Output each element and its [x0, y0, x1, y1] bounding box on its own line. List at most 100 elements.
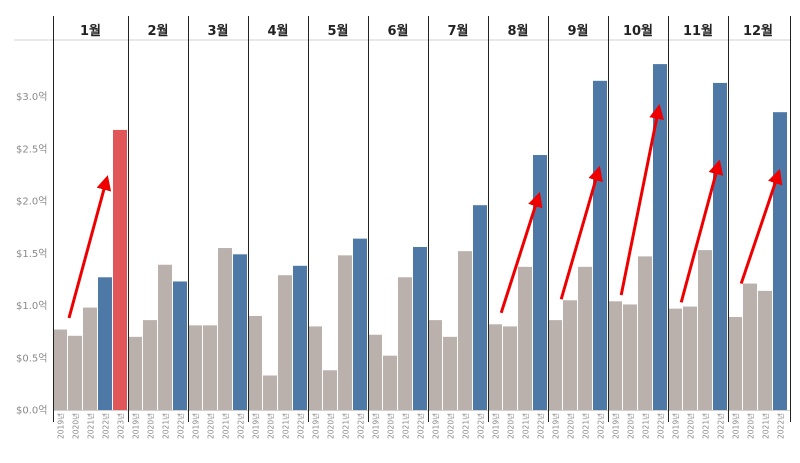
- year-tick-label: 2021년: [161, 413, 171, 439]
- bar-2019년: [488, 324, 502, 410]
- bar-2021년: [758, 290, 772, 410]
- year-tick-label: 2019년: [671, 413, 681, 439]
- bar-2019년: [128, 336, 142, 410]
- bar-2019년: [308, 326, 322, 410]
- year-tick-label: 2019년: [131, 413, 141, 439]
- year-tick-label: 2020년: [626, 413, 636, 439]
- year-tick-label: 2020년: [506, 413, 516, 439]
- year-tick-label: 2022년: [296, 413, 306, 439]
- bar-2021년: [278, 275, 292, 410]
- y-tick-label: $3.0억: [16, 91, 47, 103]
- month-label: 2월: [147, 23, 168, 39]
- bar-2020년: [563, 300, 577, 410]
- bar-2021년: [83, 307, 97, 410]
- bar-2021년: [398, 277, 412, 410]
- bar-2021년: [698, 250, 712, 410]
- year-tick-label: 2022년: [101, 413, 111, 439]
- trend-arrow: [499, 191, 543, 314]
- bar-2020년: [143, 320, 157, 410]
- bar-2021년: [638, 256, 652, 410]
- year-tick-label: 2022년: [656, 413, 666, 439]
- year-tick-label: 2022년: [776, 413, 786, 439]
- bar-2019년: [53, 329, 67, 410]
- bar-2019년: [608, 301, 622, 410]
- year-tick-label: 2020년: [71, 413, 81, 439]
- year-tick-label: 2022년: [476, 413, 486, 439]
- year-tick-label: 2020년: [746, 413, 756, 439]
- trend-arrow: [739, 168, 783, 285]
- bar-2022년: [293, 265, 307, 410]
- y-tick-label: $0.5억: [16, 352, 47, 364]
- bar-2021년: [158, 264, 172, 410]
- year-tick-label: 2020년: [686, 413, 696, 439]
- bar-2019년: [548, 320, 562, 410]
- bar-2020년: [743, 283, 757, 410]
- month-label: 8월: [507, 23, 528, 39]
- year-tick-label: 2021년: [521, 413, 531, 439]
- year-tick-label: 2020년: [386, 413, 396, 439]
- year-tick-label: 2020년: [206, 413, 216, 439]
- bar-2019년: [668, 308, 682, 410]
- y-tick-label: $2.5억: [16, 143, 47, 155]
- year-tick-label: 2023년: [116, 413, 126, 439]
- bar-2019년: [368, 334, 382, 410]
- year-tick-label: 2019년: [56, 413, 66, 439]
- month-label: 11월: [683, 23, 713, 39]
- bar-2020년: [203, 325, 217, 410]
- year-tick-label: 2019년: [611, 413, 621, 439]
- year-tick-label: 2019년: [551, 413, 561, 439]
- year-tick-label: 2022년: [356, 413, 366, 439]
- bar-2022년: [413, 246, 427, 410]
- year-tick-label: 2020년: [446, 413, 456, 439]
- year-tick-label: 2021년: [701, 413, 711, 439]
- year-tick-label: 2019년: [731, 413, 741, 439]
- trend-arrow: [619, 104, 664, 296]
- bar-2022년: [593, 80, 607, 410]
- bar-2023년: [113, 129, 127, 410]
- year-tick-label: 2021년: [401, 413, 411, 439]
- bar-2021년: [338, 255, 352, 410]
- year-tick-label: 2021년: [461, 413, 471, 439]
- year-tick-label: 2020년: [146, 413, 156, 439]
- bar-2022년: [533, 155, 547, 410]
- year-tick-label: 2021년: [761, 413, 771, 439]
- bar-2020년: [503, 326, 517, 410]
- year-tick-label: 2021년: [641, 413, 651, 439]
- month-label: 12월: [743, 23, 773, 39]
- bar-2022년: [173, 281, 187, 410]
- bar-2019년: [428, 320, 442, 410]
- bar-2019년: [188, 325, 202, 410]
- bar-2019년: [728, 316, 742, 410]
- year-tick-label: 2019년: [431, 413, 441, 439]
- year-tick-label: 2019년: [311, 413, 321, 439]
- year-tick-label: 2020년: [266, 413, 276, 439]
- year-tick-label: 2021년: [341, 413, 351, 439]
- year-tick-label: 2021년: [221, 413, 231, 439]
- y-tick-label: $2.0억: [16, 196, 47, 208]
- year-tick-label: 2019년: [491, 413, 501, 439]
- y-tick-label: $1.0억: [16, 300, 47, 312]
- bar-2022년: [98, 277, 112, 410]
- bar-2021년: [458, 251, 472, 410]
- y-tick-label: $0.0억: [16, 405, 47, 417]
- month-label: 4월: [267, 23, 288, 39]
- bar-2022년: [653, 64, 667, 410]
- bar-2022년: [773, 112, 787, 411]
- trend-arrow: [559, 165, 603, 300]
- bar-2021년: [578, 266, 592, 410]
- year-tick-label: 2019년: [191, 413, 201, 439]
- year-tick-label: 2019년: [251, 413, 261, 439]
- bar-2020년: [443, 336, 457, 410]
- bar-2022년: [713, 82, 727, 410]
- month-label: 9월: [567, 23, 588, 39]
- bar-2020년: [623, 304, 637, 410]
- month-label: 3월: [207, 23, 228, 39]
- year-tick-label: 2022년: [416, 413, 426, 439]
- bar-2020년: [263, 375, 277, 410]
- year-tick-label: 2021년: [281, 413, 291, 439]
- month-label: 10월: [623, 23, 653, 39]
- bar-2020년: [323, 370, 337, 410]
- bar-2020년: [383, 355, 397, 410]
- trend-arrow: [679, 159, 724, 303]
- month-label: 1월: [80, 23, 101, 39]
